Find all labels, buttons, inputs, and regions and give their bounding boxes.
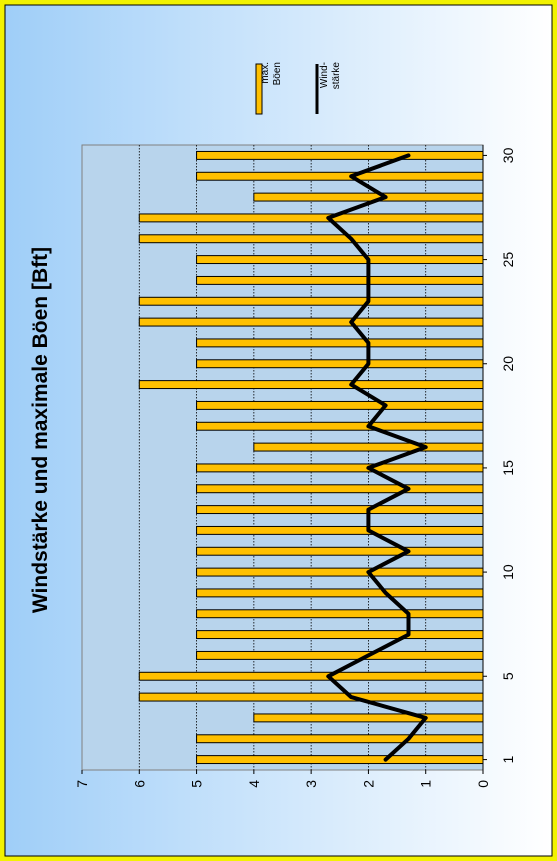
category-tick-label: 20 [500, 356, 516, 372]
category-tick-label: 25 [500, 252, 516, 268]
value-tick-label: 7 [74, 780, 90, 788]
bar-mark [253, 713, 484, 723]
legend-label-windstaerke-1: Wind- [319, 62, 330, 88]
value-tick-label: 3 [303, 780, 319, 788]
bar-mark [138, 234, 484, 244]
bar-mark [196, 484, 484, 494]
legend-label-max-boeen-1: max. [260, 62, 271, 84]
value-tick-label: 4 [246, 780, 262, 788]
legend-label-windstaerke-2: stärke [331, 62, 342, 90]
line-series-windstaerke [326, 153, 428, 762]
category-tick-label: 15 [500, 460, 516, 476]
bar-mark [196, 255, 484, 265]
value-tick-label: 6 [131, 780, 147, 788]
bar-mark [196, 650, 484, 660]
bar-mark [253, 192, 484, 202]
value-tick-label: 1 [418, 780, 434, 788]
value-tick-label: 0 [475, 780, 491, 788]
bar-mark [196, 609, 484, 619]
bar-mark [196, 150, 484, 160]
chart-title: Windstärke und maximale Böen [Bft] [29, 247, 52, 613]
value-tick-label: 2 [360, 780, 376, 788]
bar-mark [196, 755, 484, 765]
bar-mark [196, 734, 484, 744]
bar-mark [196, 338, 484, 348]
bar-mark [196, 421, 484, 431]
bar-mark [196, 630, 484, 640]
category-tick-label: 10 [500, 564, 516, 580]
bar-mark [196, 400, 484, 410]
bar-mark [196, 275, 484, 285]
bar-mark [138, 671, 484, 681]
bar-mark [196, 171, 484, 181]
legend: max. Böen Wind- stärke [255, 62, 342, 115]
bar-mark [253, 442, 484, 452]
category-tick-label: 1 [500, 755, 516, 763]
bar-mark [138, 317, 484, 327]
bar-mark [196, 567, 484, 577]
bar-mark [138, 213, 484, 223]
category-tick-label: 30 [500, 147, 516, 163]
bar-mark [196, 525, 484, 535]
legend-swatch-max-boeen [255, 63, 263, 115]
gridlines [138, 145, 427, 770]
bar-mark [138, 380, 484, 390]
bar-mark [196, 505, 484, 515]
bar-mark [196, 359, 484, 369]
bar-mark [196, 463, 484, 473]
value-axis-tick-labels: 0 1 2 3 4 5 6 7 [74, 770, 491, 788]
value-tick-label: 5 [189, 780, 205, 788]
bar-mark [196, 588, 484, 598]
legend-label-max-boeen-2: Böen [272, 62, 283, 85]
plot-area [81, 144, 484, 771]
category-tick-label: 5 [500, 672, 516, 680]
bar-mark [196, 546, 484, 556]
bar-mark [138, 692, 484, 702]
bar-mark [138, 296, 484, 306]
